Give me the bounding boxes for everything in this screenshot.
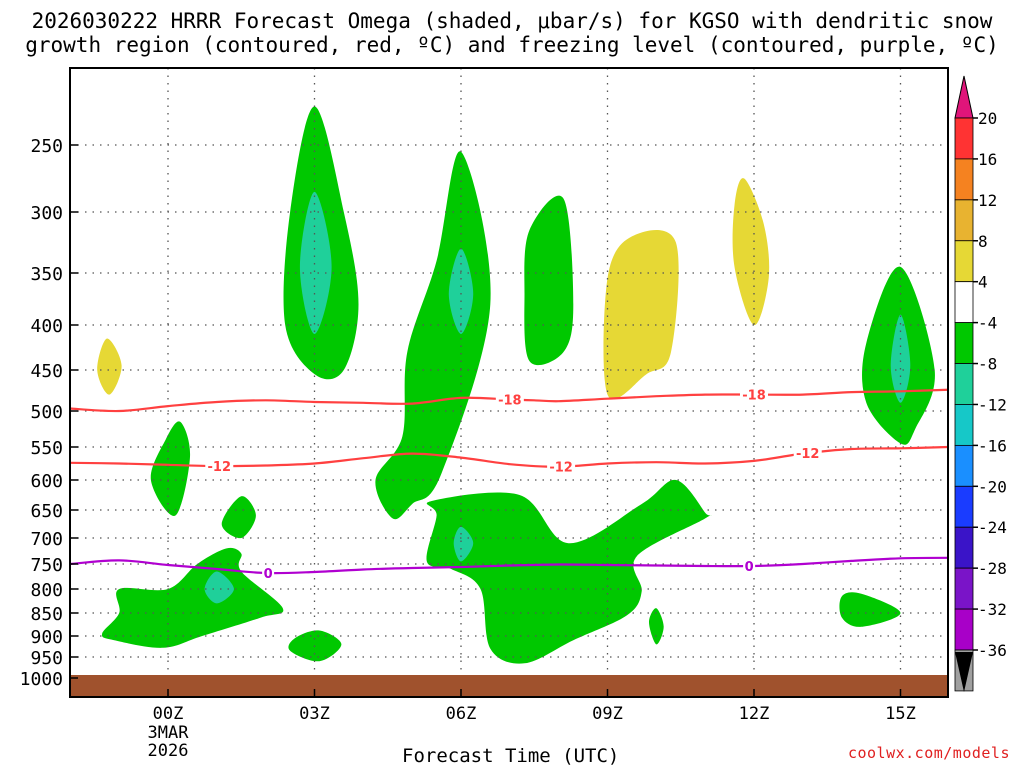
y-tick-label-350: 350 <box>30 264 63 285</box>
colorbar-band-8 <box>954 444 974 487</box>
omega-region-6 <box>732 178 770 326</box>
y-tick-label-550: 550 <box>30 438 63 459</box>
omega-region-5 <box>603 229 679 400</box>
contour-label-bg-0-0 <box>495 392 524 407</box>
y-tick-label-700: 700 <box>30 529 63 550</box>
contour-line-2 <box>70 556 948 575</box>
y-tick-label-900: 900 <box>30 627 63 648</box>
axes: 2503003504004505005506006507007508008509… <box>20 67 949 761</box>
colorbar-band-10 <box>954 526 974 569</box>
contour-label-1-0: -12 <box>208 460 232 475</box>
contour-label-0-1: -18 <box>742 389 766 404</box>
colorbar-band-5 <box>954 322 974 364</box>
colorbar-label-9: -20 <box>978 477 1007 496</box>
y-tick-label-500: 500 <box>30 402 63 423</box>
colorbar-band-9 <box>954 485 974 528</box>
colorbar-band-7 <box>954 404 974 446</box>
omega-region-7 <box>97 338 122 395</box>
omega-region-14 <box>101 547 284 648</box>
omega-shading-layer <box>97 106 935 664</box>
colorbar-label-3: 8 <box>978 232 988 251</box>
colorbar: 20 16 12 8 4 -4 -8 -12 -16 -20 -24 -28 -32 -36 <box>954 75 1007 692</box>
omega-region-17 <box>649 608 664 645</box>
omega-region-2 <box>375 151 491 520</box>
colorbar-label-13: -36 <box>978 641 1007 660</box>
contour-label-bg-1-2 <box>793 446 822 461</box>
x-tick-label-00Z: 00Z <box>153 704 184 724</box>
ground-bar <box>70 675 948 697</box>
y-tick-label-800: 800 <box>30 580 63 601</box>
y-tick-label-850: 850 <box>30 604 63 625</box>
colorbar-label-0: 20 <box>978 109 997 128</box>
y-tick-label-300: 300 <box>30 203 63 224</box>
x-tick-label-03Z: 03Z <box>299 704 330 724</box>
colorbar-band-0 <box>954 117 974 160</box>
contour-label-bg-1-0 <box>205 459 234 474</box>
colorbar-label-4: 4 <box>978 273 988 292</box>
y-tick-label-600: 600 <box>30 471 63 492</box>
y-tick-label-1000: 1000 <box>20 669 63 690</box>
colorbar-label-5: -4 <box>978 314 997 333</box>
chart-title-line-1: 2026030222 HRRR Forecast Omega (shaded, … <box>31 9 993 33</box>
colorbar-label-10: -24 <box>978 518 1007 537</box>
colorbar-top-arrow <box>954 75 974 119</box>
y-tick-label-950: 950 <box>30 648 63 669</box>
colorbar-label-11: -28 <box>978 559 1007 578</box>
contour-label-2-1: 0 <box>745 560 754 575</box>
omega-region-10 <box>150 421 191 516</box>
colorbar-label-6: -8 <box>978 355 997 374</box>
contour-label-bg-2-1 <box>743 559 756 573</box>
contour-label-1-1: -12 <box>549 461 573 476</box>
colorbar-band-2 <box>954 199 974 242</box>
contour-label-2-0: 0 <box>264 567 273 582</box>
colorbar-band-3 <box>954 240 974 283</box>
contour-label-bg-0-1 <box>740 387 768 402</box>
y-tick-label-250: 250 <box>30 136 63 157</box>
colorbar-label-12: -32 <box>978 600 1007 619</box>
x-tick-sublabel-1: 2026 <box>148 741 189 761</box>
omega-region-9 <box>890 314 911 403</box>
x-tick-label-09Z: 09Z <box>592 704 623 724</box>
colorbar-label-7: -12 <box>978 395 1007 414</box>
y-tick-label-400: 400 <box>30 316 63 337</box>
x-tick-label-06Z: 06Z <box>446 704 477 724</box>
colorbar-band-12 <box>954 608 974 651</box>
contour-label-bg-2-0 <box>262 565 275 580</box>
omega-region-3 <box>448 248 474 334</box>
omega-region-4 <box>524 195 574 366</box>
plot-frame <box>69 67 949 698</box>
contour-label-1-2: -12 <box>796 447 820 462</box>
colorbar-bottom-arrow <box>955 652 973 692</box>
contour-label-0-0: -18 <box>498 394 522 409</box>
colorbar-band-4 <box>954 281 974 324</box>
colorbar-label-2: 12 <box>978 191 997 210</box>
watermark: coolwx.com/models <box>847 744 1010 762</box>
colorbar-band-6 <box>954 363 974 405</box>
colorbar-band-1 <box>954 158 974 201</box>
omega-region-15 <box>204 571 234 604</box>
colorbar-label-1: 16 <box>978 150 997 169</box>
omega-region-12 <box>426 479 712 664</box>
y-tick-label-650: 650 <box>30 501 63 522</box>
omega-region-1 <box>299 191 332 334</box>
x-axis-label: Forecast Time (UTC) <box>402 745 620 767</box>
omega-region-13 <box>453 526 474 562</box>
x-tick-sublabel-0: 3MAR <box>148 723 190 743</box>
y-tick-label-450: 450 <box>30 361 63 382</box>
x-tick-label-15Z: 15Z <box>885 704 916 724</box>
temperature-contours: -18 -18 -12 -12 -12 0 0 <box>70 387 948 582</box>
x-tick-label-12Z: 12Z <box>739 704 770 724</box>
colorbar-band-11 <box>954 567 974 610</box>
contour-label-bg-1-1 <box>547 459 576 474</box>
chart-title-line-2: growth region (contoured, red, ºC) and f… <box>25 33 999 57</box>
colorbar-label-8: -16 <box>978 436 1007 455</box>
omega-region-18 <box>839 592 901 627</box>
omega-region-11 <box>221 496 256 539</box>
ground-layer <box>70 675 948 697</box>
y-tick-label-750: 750 <box>30 555 63 576</box>
